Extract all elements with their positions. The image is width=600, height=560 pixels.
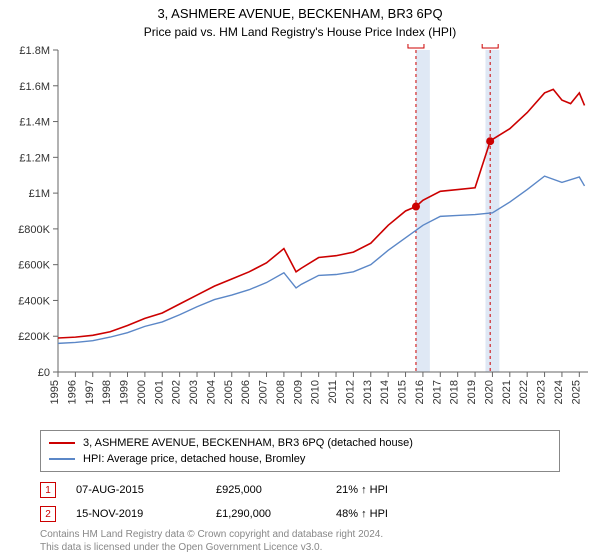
sale-marker — [486, 137, 494, 145]
legend-swatch — [49, 458, 75, 460]
attribution: Contains HM Land Registry data © Crown c… — [40, 528, 560, 554]
chart-svg: £0 £200K £400K £600K £800K £1M £1.2M £1.4M £1.6M… — [0, 44, 600, 424]
legend-label: 3, ASHMERE AVENUE, BECKENHAM, BR3 6PQ (d… — [83, 437, 413, 449]
sale-row: 2 15-NOV-2019 £1,290,000 48% ↑ HPI — [40, 502, 560, 526]
x-axis-tick-label: 2023 — [536, 380, 548, 404]
series-hpi — [58, 176, 585, 343]
sale-badge-number: 2 — [487, 44, 493, 47]
y-axis-tick-label: £1M — [29, 188, 50, 200]
legend-swatch — [49, 442, 75, 444]
x-axis-tick-label: 1997 — [84, 380, 96, 404]
sales-table: 1 07-AUG-2015 £925,000 21% ↑ HPI 2 15-NOV-201… — [40, 478, 560, 526]
y-axis-tick-label: £800K — [18, 224, 50, 236]
x-axis-tick-label: 2016 — [414, 380, 426, 404]
y-axis-tick-label: £600K — [18, 260, 50, 272]
x-axis-tick-label: 2004 — [205, 380, 217, 404]
sale-row: 1 07-AUG-2015 £925,000 21% ↑ HPI — [40, 478, 560, 502]
x-axis-tick-label: 2006 — [240, 380, 252, 404]
x-axis-tick-label: 2005 — [223, 380, 235, 404]
y-axis-tick-label: £1.6M — [19, 81, 50, 93]
x-axis-tick-label: 2009 — [292, 380, 304, 404]
x-axis-tick-label: 1995 — [49, 380, 61, 404]
sale-hpi-delta: 21% ↑ HPI — [336, 484, 436, 496]
x-axis-tick-label: 2021 — [501, 380, 513, 404]
x-axis-tick-label: 2011 — [327, 380, 339, 404]
page-title: 3, ASHMERE AVENUE, BECKENHAM, BR3 6PQ — [0, 0, 600, 21]
sale-badge: 1 — [40, 482, 56, 498]
y-axis-tick-label: £400K — [18, 295, 50, 307]
x-axis-tick-label: 2001 — [153, 380, 165, 404]
sale-date: 15-NOV-2019 — [76, 508, 196, 520]
x-axis-tick-label: 2018 — [449, 380, 461, 404]
x-axis-tick-label: 2019 — [466, 380, 478, 404]
sale-marker — [412, 203, 420, 211]
x-axis-tick-label: 1999 — [119, 380, 131, 404]
y-axis-tick-label: £1.8M — [19, 45, 50, 57]
x-axis-tick-label: 2000 — [136, 380, 148, 404]
x-axis-tick-label: 2012 — [344, 380, 356, 404]
price-chart: £0 £200K £400K £600K £800K £1M £1.2M £1.4M £1.6M… — [0, 44, 600, 424]
x-axis-tick-label: 2024 — [553, 380, 565, 404]
y-axis-tick-label: £1.4M — [19, 117, 50, 129]
legend-row: HPI: Average price, detached house, Brom… — [49, 451, 551, 467]
y-axis-tick-label: £0 — [38, 367, 50, 379]
sale-price: £1,290,000 — [216, 508, 316, 520]
x-axis-tick-label: 1996 — [66, 380, 78, 404]
series-price_paid — [58, 89, 585, 338]
sale-date: 07-AUG-2015 — [76, 484, 196, 496]
y-axis-tick-label: £1.2M — [19, 152, 50, 164]
x-axis-tick-label: 2025 — [570, 380, 582, 404]
sale-price: £925,000 — [216, 484, 316, 496]
shaded-band — [416, 50, 430, 372]
attribution-line: This data is licensed under the Open Gov… — [40, 541, 560, 554]
x-axis-tick-label: 2002 — [171, 380, 183, 404]
x-axis-tick-label: 2017 — [431, 380, 443, 404]
legend: 3, ASHMERE AVENUE, BECKENHAM, BR3 6PQ (d… — [40, 430, 560, 472]
page-subtitle: Price paid vs. HM Land Registry's House … — [0, 21, 600, 39]
legend-label: HPI: Average price, detached house, Brom… — [83, 453, 305, 465]
x-axis-tick-label: 2003 — [188, 380, 200, 404]
x-axis-tick-label: 2013 — [362, 380, 374, 404]
x-axis-tick-label: 2015 — [397, 380, 409, 404]
sale-hpi-delta: 48% ↑ HPI — [336, 508, 436, 520]
x-axis-tick-label: 2007 — [258, 380, 270, 404]
shaded-band — [485, 50, 499, 372]
attribution-line: Contains HM Land Registry data © Crown c… — [40, 528, 560, 541]
x-axis-tick-label: 2010 — [310, 380, 322, 404]
x-axis-tick-label: 2008 — [275, 380, 287, 404]
legend-row: 3, ASHMERE AVENUE, BECKENHAM, BR3 6PQ (d… — [49, 435, 551, 451]
x-axis-tick-label: 2020 — [483, 380, 495, 404]
x-axis-tick-label: 2014 — [379, 380, 391, 404]
x-axis-tick-label: 2022 — [518, 380, 530, 404]
sale-badge-number: 1 — [413, 44, 419, 47]
x-axis-tick-label: 1998 — [101, 380, 113, 404]
y-axis-tick-label: £200K — [18, 331, 50, 343]
sale-badge: 2 — [40, 506, 56, 522]
